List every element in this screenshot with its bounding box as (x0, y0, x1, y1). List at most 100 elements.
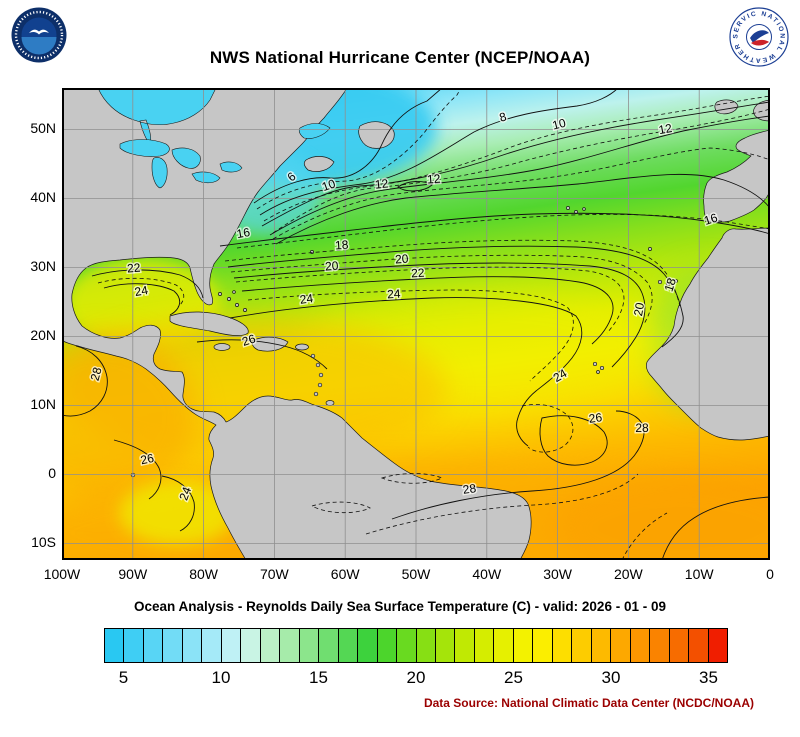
colorbar-cell (338, 629, 359, 662)
land-britain (753, 99, 770, 122)
noaa-ring-text (14, 10, 64, 60)
plot-border (62, 88, 770, 560)
land-hispaniola (252, 336, 289, 352)
lon-tick-label: 60W (330, 566, 360, 582)
colorbar-cell (611, 629, 631, 662)
colorbar-cell (474, 629, 495, 662)
colorbar-cell (591, 629, 612, 662)
lon-tick-label: 30W (543, 566, 572, 582)
lat-tick-label: 20N (30, 327, 56, 344)
lake-huron (171, 147, 201, 169)
colorbar-cell (455, 629, 475, 662)
colorbar-cell (513, 629, 534, 662)
contour-label: 26 (139, 451, 155, 468)
lon-tick-label: 50W (401, 566, 431, 582)
colorbar-cell (319, 629, 339, 662)
colorbar-cell (143, 629, 164, 662)
datasource-note: Data Source: National Climatic Data Cent… (423, 696, 754, 710)
contour-label: 28 (635, 421, 649, 435)
lat-tick-label: 0 (48, 465, 56, 482)
colorbar-cell (435, 629, 456, 662)
contour-label: 22 (127, 261, 142, 276)
contour-label: 24 (387, 287, 401, 302)
colorbar-tick-label: 35 (699, 668, 718, 687)
lon-tick-label: 80W (189, 566, 218, 582)
lat-tick-label: 50N (30, 120, 56, 137)
land-africa (646, 227, 770, 441)
contour-label: 16 (236, 225, 252, 241)
contour-label: 18 (661, 276, 679, 293)
contour-label: 24 (134, 283, 150, 299)
contour-label: 12 (427, 172, 442, 187)
lake-ontario (219, 161, 243, 173)
land-north-south-america (62, 88, 532, 560)
contour-label: 10 (551, 116, 568, 133)
noaa-logo (11, 7, 67, 63)
lon-tick-label: 20W (613, 566, 643, 582)
colorbar-cell (358, 629, 378, 662)
lat-tick-label: 30N (30, 258, 56, 275)
nws-blue-wing-icon (750, 30, 769, 43)
land-cape-verde (592, 361, 605, 374)
page-title: NWS National Hurricane Center (NCEP/NOAA… (209, 48, 591, 67)
map-area: 50N 40N 30N 20N 10N 0 10S 100W 90W 80W 70W 60W 50W 4… (0, 88, 800, 590)
colorbar-cell (708, 629, 727, 662)
header: NATIONAL WEATHER SERVICE NWS National Hu… (0, 0, 800, 88)
land-iberia-france (703, 129, 770, 223)
contour-label: 12 (374, 176, 389, 191)
lon-tick-label: 40W (472, 566, 502, 582)
nws-logo: NATIONAL WEATHER SERVICE (729, 7, 789, 67)
colorbar-cell (689, 629, 709, 662)
contour-label: 12 (658, 121, 674, 137)
land-nova-scotia (303, 156, 335, 172)
lat-tick-label: 40N (30, 189, 56, 206)
nws-red-wing-icon (751, 39, 769, 46)
lake-erie (191, 171, 221, 184)
colorbar-cell (650, 629, 670, 662)
map-subtitle: Ocean Analysis - Reynolds Daily Sea Surf… (134, 599, 666, 614)
landmasses (62, 88, 770, 560)
land-canary-islands (657, 279, 678, 287)
contour-label: 24 (176, 485, 194, 503)
colorbar-cell (669, 629, 690, 662)
cold-water-bodies (97, 88, 331, 189)
colorbar-scale (104, 628, 728, 663)
contour-label: 20 (325, 259, 340, 274)
contour-label: 26 (240, 331, 257, 349)
noaa-sea (21, 37, 57, 55)
graticule (62, 88, 770, 560)
land-bermuda (310, 250, 314, 254)
colorbar-cell (182, 629, 203, 662)
contour-label: 24 (299, 291, 314, 307)
land-newfoundland (358, 121, 395, 149)
noaa-gull-icon (29, 29, 49, 35)
colorbar-cell (377, 629, 398, 662)
sst-contours-solid (62, 88, 770, 560)
contour-label: 18 (335, 238, 350, 253)
lat-tick-label: 10S (31, 534, 56, 551)
lake-michigan (151, 157, 168, 189)
colorbar: 5 10 15 20 25 30 35 (104, 628, 728, 690)
lon-tick-label: 90W (118, 566, 148, 582)
colorbar-tick-label: 30 (601, 668, 621, 687)
colorbar-cell (163, 629, 183, 662)
sst-contours-dashed (97, 88, 770, 560)
lon-tick-label: 0 (766, 566, 774, 582)
contour-label: 20 (631, 301, 647, 317)
colorbar-cell (202, 629, 222, 662)
land-madeira (648, 247, 652, 251)
colorbar-cell (630, 629, 651, 662)
contour-label: 22 (411, 266, 425, 281)
lake-superior (119, 139, 170, 157)
colorbar-tick-label: 10 (211, 668, 231, 687)
colorbar-tick-label: 5 (118, 668, 129, 687)
colorbar-cell (124, 629, 144, 662)
contour-label: 26 (588, 410, 603, 426)
colorbar-tick-label: 25 (504, 668, 523, 687)
colorbar-cell (280, 629, 300, 662)
land-puerto-rico (295, 343, 309, 351)
land-lesser-antilles (310, 353, 324, 397)
